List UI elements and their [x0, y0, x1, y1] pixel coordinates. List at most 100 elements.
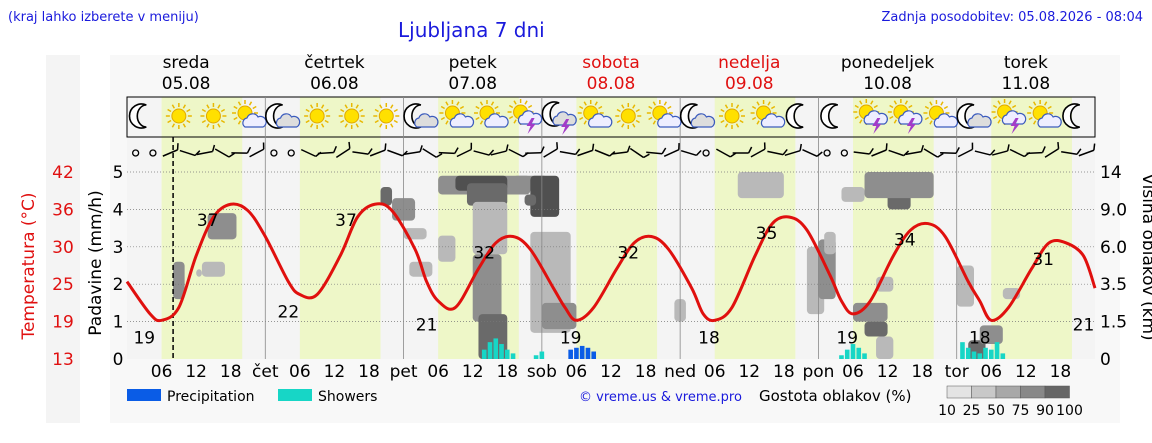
cloud-shape [1037, 113, 1062, 128]
sun-ray [929, 101, 933, 106]
precipitation-bar [585, 347, 591, 359]
hour-tick: 06 [842, 362, 864, 382]
temperature-label: 22 [278, 303, 300, 323]
cloud-height-axis-label: Višina oblakov (km) [1138, 173, 1152, 340]
sun-ray [873, 104, 878, 109]
moon-cloud-icon [403, 103, 439, 129]
sun-ray [344, 104, 348, 109]
sun-ray [756, 120, 760, 125]
sun-ray [186, 119, 191, 124]
sun-ray [171, 104, 176, 109]
left-axis-panel [46, 55, 80, 423]
cloud-shape [933, 113, 959, 128]
day-date: 05.08 [162, 74, 211, 94]
cloud-density-level: 50 [987, 403, 1005, 419]
hour-tick: 18 [496, 362, 518, 382]
temperature-label: 35 [756, 224, 778, 244]
thunder-icon [887, 99, 923, 134]
sun-ray [1028, 116, 1033, 121]
precipitation-bar [568, 349, 573, 359]
wind-barb [456, 142, 473, 158]
temperature-tick: 13 [52, 350, 74, 370]
sun-ray [751, 105, 757, 110]
cloud-block [853, 302, 888, 322]
sun-disc [724, 108, 740, 124]
wind-barb [1078, 143, 1096, 157]
shower-bar [971, 351, 977, 359]
wind-barb [611, 145, 631, 155]
wind-feather [937, 152, 944, 158]
sun-ray [632, 123, 636, 128]
sun-ray [220, 119, 226, 124]
moon-shape [128, 103, 147, 129]
wind-barb [767, 148, 788, 156]
wind-shaft [940, 151, 957, 155]
thunder-icon [507, 99, 543, 134]
partly-cloudy-icon [923, 100, 959, 128]
wind-barb [992, 144, 1010, 156]
copyright-link[interactable]: © vreme.us & vreme.pro [579, 390, 742, 405]
wind-feather [470, 142, 473, 150]
precipitation-legend-label: Precipitation [167, 389, 255, 405]
wind-shaft [300, 148, 317, 158]
sun-icon [165, 103, 192, 129]
cloud-block [864, 172, 934, 199]
update-time: Zadnja posodobitev: 05.08.2026 - 08:04 [881, 10, 1143, 25]
wind-barb [422, 148, 443, 158]
day-name: sobota [582, 53, 640, 73]
temperature-tick: 42 [52, 163, 74, 183]
sun-icon [200, 103, 227, 129]
cloud-density-swatch [971, 385, 997, 399]
thunder-icon [991, 99, 1027, 134]
wind-feather [782, 148, 788, 156]
day-date: 10.08 [863, 74, 912, 94]
precipitation-tick: 3 [113, 238, 124, 258]
wind-barb [162, 143, 179, 157]
sun-ray [1028, 105, 1033, 110]
wind-barb [802, 149, 823, 157]
sun-ray [233, 116, 238, 121]
wind-barb [871, 143, 888, 157]
sun-ray [508, 115, 514, 120]
sun-ray [992, 115, 998, 120]
cloud-height-tick: 3.5 [1100, 275, 1127, 295]
hour-tick: 06 [427, 362, 449, 382]
cloud-shape [898, 110, 923, 125]
sun-ray [475, 105, 480, 110]
sun-ray [652, 101, 657, 106]
wind-barb [404, 145, 423, 155]
cloud-height-tick: 6.0 [1100, 238, 1127, 258]
sun-ray [889, 115, 894, 120]
cloud-block [956, 265, 974, 307]
wind-barb [663, 143, 680, 157]
sun-ray [739, 119, 744, 124]
sun-ray [870, 100, 874, 105]
wind-barb [196, 144, 216, 156]
wind-calm-marker [287, 149, 295, 157]
sun-ray [739, 108, 744, 113]
wind-shaft [214, 148, 230, 158]
moon-shape [265, 103, 283, 129]
daylight-band [991, 97, 1072, 359]
sun-ray [908, 104, 913, 109]
day-short-label: ned [664, 362, 696, 382]
wind-barb [905, 144, 925, 156]
wind-shaft [490, 150, 507, 156]
temperature-tick: 30 [52, 238, 74, 258]
wind-feather [419, 145, 423, 152]
wind-shaft [335, 148, 351, 158]
cloud-density-level: 90 [1036, 403, 1054, 419]
sun-ray [724, 104, 729, 109]
temperature-label: 19 [560, 328, 582, 348]
sun-ray [340, 119, 345, 124]
day-short-label: sob [527, 362, 557, 382]
moon-shape [820, 103, 839, 129]
day-date: 07.08 [448, 74, 497, 94]
wind-feather [885, 143, 888, 151]
sun-ray [359, 108, 364, 113]
temperature-label: 31 [1032, 250, 1054, 270]
sun-ray [186, 108, 191, 113]
hint-text[interactable]: (kraj lahko izberete v meniju) [8, 10, 199, 25]
sun-ray [456, 101, 460, 106]
cloud-density-level: 100 [1056, 403, 1083, 419]
